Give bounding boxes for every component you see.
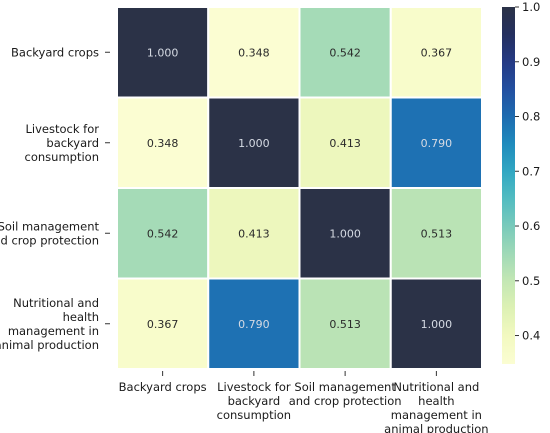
cell-value-label: 0.413 — [329, 137, 361, 150]
heatmap-cell-r2-c3 — [389, 187, 483, 280]
colorbar-tick-label: 1.0 — [522, 0, 540, 14]
column-label: Soil management and crop protection — [289, 380, 402, 408]
cell-value-label: 0.413 — [238, 227, 270, 240]
heatmap-cells: 1.000 0.348 0.542 0.367 0.348 1.000 0.413 0.790… — [116, 6, 483, 370]
colorbar-tick-label: 0.5 — [522, 274, 540, 288]
cell-value-label: 0.513 — [329, 318, 361, 331]
row-label: Livestock for backyard consumption — [25, 122, 100, 164]
column-label: Livestock for backyard consumption — [217, 380, 291, 422]
column-label: Backyard crops — [119, 380, 207, 394]
column-label: Nutritional and health management in animal… — [384, 380, 488, 433]
colorbar-tick-label: 0.4 — [522, 329, 540, 343]
cell-value-label: 0.367 — [421, 46, 453, 59]
cell-value-label: 0.348 — [238, 46, 270, 59]
heatmap-cell-r3-c1 — [207, 277, 301, 370]
cell-value-label: 0.513 — [421, 227, 453, 240]
cell-value-label: 0.542 — [329, 46, 361, 59]
cell-value-label: 1.000 — [421, 318, 453, 331]
heatmap-cell-r0-c3 — [389, 6, 483, 99]
colorbar-tick-label: 0.9 — [522, 55, 540, 69]
colorbar-gradient — [502, 7, 515, 364]
heatmap-cell-r1-c3 — [389, 96, 483, 189]
cell-value-label: 1.000 — [238, 137, 270, 150]
heatmap-cell-r0-c1 — [207, 6, 301, 99]
heatmap-cell-r2-c1 — [207, 187, 301, 280]
cell-value-label: 0.790 — [238, 318, 270, 331]
colorbar-tick-label: 0.8 — [522, 110, 540, 124]
colorbar: 1.0 0.9 0.8 0.7 0.6 0.5 0.4 — [502, 0, 540, 364]
cell-value-label: 0.367 — [147, 318, 179, 331]
colorbar-tick-label: 0.7 — [522, 164, 540, 178]
row-label: Backyard crops — [11, 45, 99, 59]
heatmap-cell-r3-c3 — [389, 277, 483, 370]
column-labels: Backyard crops Livestock for backyard consu… — [119, 371, 489, 433]
colorbar-tick-label: 0.6 — [522, 219, 540, 233]
cell-value-label: 1.000 — [329, 227, 361, 240]
heatmap-cell-r0-c0 — [116, 6, 210, 99]
row-label: Nutritional and health management in animal… — [0, 296, 99, 352]
cell-value-label: 1.000 — [147, 46, 179, 59]
cell-value-label: 0.542 — [147, 227, 179, 240]
cell-value-label: 0.790 — [421, 137, 453, 150]
heatmap-cell-r1-c1 — [207, 96, 301, 189]
cell-value-label: 0.348 — [147, 137, 179, 150]
row-labels: Backyard crops Livestock for backyard consu… — [0, 45, 110, 352]
heatmap-cell-r3-c0 — [116, 277, 210, 370]
